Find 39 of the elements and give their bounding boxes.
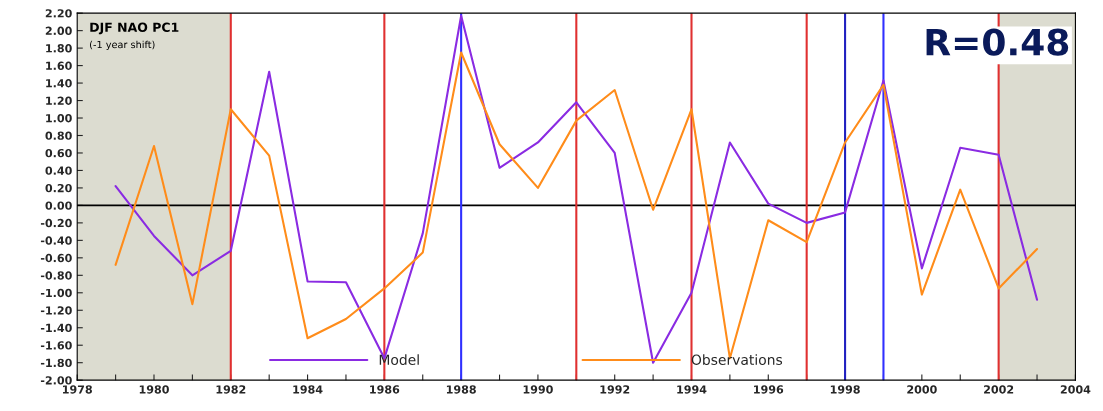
- y-tick-label: 0.80: [45, 131, 72, 140]
- x-tick-label: 1996: [754, 385, 784, 394]
- y-tick-label: -1.80: [40, 358, 72, 368]
- y-tick-label: 0.20: [45, 183, 72, 193]
- y-tick-label: -1.00: [40, 288, 72, 298]
- y-tick-label: 0.40: [45, 166, 72, 175]
- y-tick-label: 0.60: [45, 148, 72, 158]
- x-tick-label: 1984: [293, 385, 323, 394]
- y-tick-label: -1.60: [40, 341, 72, 350]
- y-tick-label: -0.40: [40, 236, 72, 245]
- y-tick-label: 1.80: [46, 44, 72, 53]
- x-tick-label: 2002: [984, 385, 1014, 394]
- x-tick-label: 1992: [600, 385, 630, 394]
- y-tick-label: -0.60: [40, 253, 72, 263]
- x-tick-label: 2004: [1060, 385, 1091, 394]
- annotation: DJF NAO PC1: [90, 22, 179, 35]
- annotation: (-1 year shift): [90, 40, 155, 51]
- x-tick-label: 1978: [63, 385, 92, 394]
- y-tick-label: -1.40: [40, 323, 72, 333]
- x-tick-label: 1990: [523, 385, 553, 394]
- y-tick-label: 1.60: [46, 61, 72, 70]
- x-tick-label: 2000: [907, 385, 937, 394]
- y-tick-label: -2.00: [40, 376, 72, 385]
- x-tick-label: 1994: [677, 385, 707, 394]
- x-tick-label: 1988: [446, 385, 476, 394]
- y-tick-label: 1.40: [46, 79, 72, 88]
- y-tick-label: 2.20: [45, 9, 72, 18]
- y-tick-label: 0.00: [45, 201, 72, 210]
- y-tick-label: 2.00: [45, 26, 72, 36]
- y-tick-label: 1.20: [46, 96, 72, 105]
- annotation: R=0.48: [926, 28, 1069, 56]
- x-tick-label: 1998: [830, 385, 860, 394]
- y-tick-label: 1.00: [46, 113, 72, 123]
- x-tick-label: 1980: [139, 385, 169, 394]
- x-tick-label: 1986: [370, 385, 400, 394]
- y-tick-label: -1.20: [40, 306, 72, 315]
- x-tick-label: 1982: [216, 385, 246, 394]
- y-tick-label: -0.20: [40, 218, 72, 228]
- y-tick-label: -0.80: [40, 271, 72, 280]
